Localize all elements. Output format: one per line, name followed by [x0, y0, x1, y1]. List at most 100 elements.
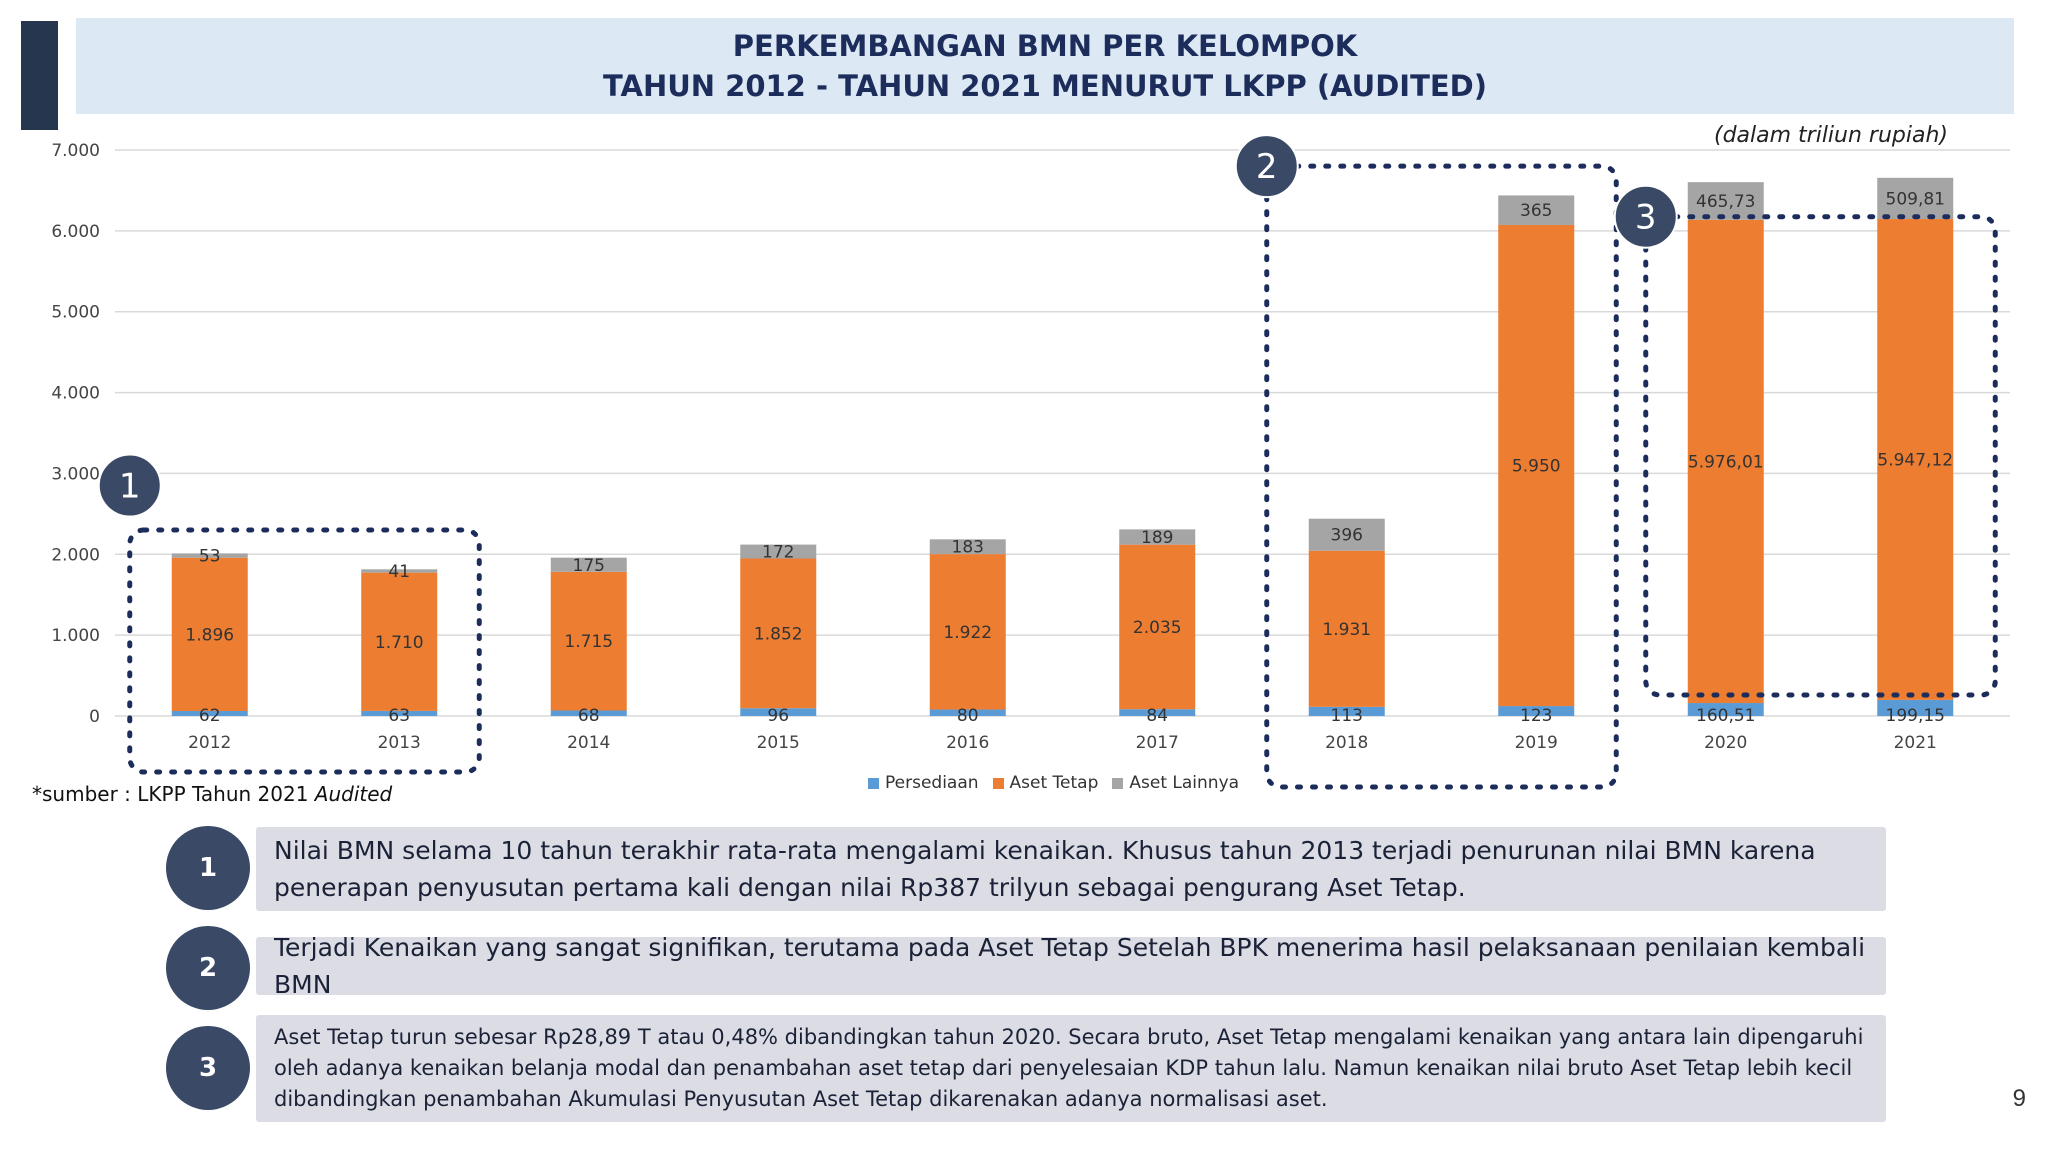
title-banner: PERKEMBANGAN BMN PER KELOMPOK TAHUN 2012…: [76, 18, 2014, 114]
annotation-number-3: 3: [1635, 198, 1657, 238]
note-2-text: Terjadi Kenaikan yang sangat signifikan,…: [256, 933, 1886, 999]
data-label-aset-tetap-2018: 1.931: [1322, 620, 1371, 640]
y-tick-label: 7.000: [51, 141, 100, 161]
bar-aset-tetap-2014: [550, 571, 627, 711]
source-note-prefix: *sumber : LKPP Tahun 2021: [32, 782, 315, 806]
data-label-aset-lainnya-2021: 509,81: [1886, 189, 1945, 209]
y-tick-label: 6.000: [51, 222, 100, 242]
chart-title-line-2: TAHUN 2012 - TAHUN 2021 MENURUT LKPP (AU…: [602, 69, 1487, 103]
bar-aset-tetap-2021: [1877, 219, 1954, 700]
data-label-persediaan-2013: 63: [388, 706, 410, 726]
x-tick-label-2013: 2013: [378, 733, 421, 753]
bar-persediaan-2013: [361, 710, 438, 716]
bar-aset-lainnya-2019: [1498, 195, 1575, 225]
legend-label-aset-tetap: Aset Tetap: [1009, 773, 1099, 793]
data-label-persediaan-2018: 113: [1331, 706, 1363, 726]
bar-aset-tetap-2013: [361, 572, 438, 711]
legend-label-persediaan: Persediaan: [885, 773, 979, 793]
legend-item-aset-tetap: Aset Tetap: [992, 773, 1099, 793]
annotation-circle-3: [1613, 184, 1678, 249]
data-label-aset-lainnya-2018: 396: [1331, 526, 1363, 546]
data-label-aset-tetap-2019: 5.950: [1512, 457, 1561, 477]
annotation-box-3: [1643, 214, 1998, 698]
y-tick-label: 0: [89, 707, 100, 727]
bar-aset-tetap-2018: [1308, 550, 1385, 707]
bar-aset-tetap-2012: [171, 557, 248, 711]
data-label-aset-lainnya-2015: 172: [762, 543, 794, 563]
legend-swatch-persediaan: [868, 777, 879, 789]
note-2-text-content: Terjadi Kenaikan yang sangat signifikan,…: [274, 933, 1866, 999]
note-3-text-content: Aset Tetap turun sebesar Rp28,89 T atau …: [274, 1025, 1864, 1111]
data-label-aset-tetap-2016: 1.922: [943, 623, 992, 643]
data-label-aset-tetap-2017: 2.035: [1133, 618, 1182, 638]
bar-aset-lainnya-2015: [740, 544, 817, 559]
note-1-text-content: Nilai BMN selama 10 tahun terakhir rata-…: [274, 836, 1816, 902]
bar-persediaan-2014: [550, 710, 627, 716]
data-label-aset-tetap-2020: 5.976,01: [1688, 452, 1764, 472]
bar-aset-tetap-2016: [929, 554, 1006, 710]
data-label-aset-tetap-2012: 1.896: [185, 625, 234, 645]
data-label-persediaan-2019: 123: [1520, 706, 1552, 726]
bar-persediaan-2017: [1119, 709, 1196, 716]
bar-aset-tetap-2017: [1119, 544, 1196, 710]
y-tick-label: 2.000: [51, 545, 100, 565]
data-label-aset-lainnya-2019: 365: [1520, 201, 1552, 221]
x-tick-label-2015: 2015: [757, 733, 800, 753]
legend-item-persediaan: Persediaan: [868, 773, 979, 793]
bar-persediaan-2018: [1308, 706, 1385, 716]
data-label-aset-lainnya-2013: 41: [388, 562, 410, 582]
bar-aset-tetap-2020: [1687, 219, 1764, 704]
data-label-aset-lainnya-2012: 53: [199, 547, 221, 567]
bar-aset-lainnya-2020: [1687, 182, 1764, 220]
legend-label-aset-lainnya: Aset Lainnya: [1129, 773, 1240, 793]
annotation-number-2: 2: [1256, 147, 1278, 187]
y-tick-label: 4.000: [51, 384, 100, 404]
bar-aset-lainnya-2021: [1877, 177, 1954, 220]
page-number: 9: [2012, 1085, 2026, 1112]
data-label-aset-lainnya-2016: 183: [952, 538, 984, 558]
bar-persediaan-2021: [1877, 699, 1954, 716]
data-label-persediaan-2016: 80: [957, 706, 979, 726]
y-tick-label: 1.000: [51, 626, 100, 646]
chart-title-line-1: PERKEMBANGAN BMN PER KELOMPOK: [732, 29, 1358, 63]
data-label-aset-tetap-2014: 1.715: [564, 632, 613, 652]
bar-aset-lainnya-2016: [929, 539, 1006, 555]
data-label-aset-tetap-2013: 1.710: [375, 633, 424, 653]
note-3-text: Aset Tetap turun sebesar Rp28,89 T atau …: [256, 1015, 1886, 1122]
data-label-persediaan-2012: 62: [199, 706, 221, 726]
unit-note: (dalam triliun rupiah): [1713, 123, 1948, 148]
y-tick-label: 3.000: [51, 464, 100, 484]
bar-persediaan-2020: [1687, 703, 1764, 716]
data-label-persediaan-2014: 68: [578, 706, 600, 726]
legend-item-aset-lainnya: Aset Lainnya: [1112, 773, 1239, 793]
chart-legend: Persediaan Aset Tetap Aset Lainnya: [868, 773, 1239, 793]
bar-persediaan-2019: [1498, 706, 1575, 716]
x-tick-label-2016: 2016: [946, 733, 989, 753]
data-label-aset-tetap-2015: 1.852: [754, 624, 803, 644]
bar-aset-lainnya-2013: [361, 569, 438, 573]
annotation-box-1: [127, 527, 482, 775]
note-1-text: Nilai BMN selama 10 tahun terakhir rata-…: [256, 827, 1886, 911]
bar-persediaan-2015: [740, 708, 817, 716]
data-label-persediaan-2021: 199,15: [1886, 706, 1945, 726]
note-1-number: 1: [166, 826, 250, 910]
source-note: *sumber : LKPP Tahun 2021 Audited: [32, 782, 392, 806]
bar-aset-lainnya-2018: [1308, 518, 1385, 551]
x-tick-label-2017: 2017: [1136, 733, 1179, 753]
accent-bar: [21, 21, 58, 130]
legend-swatch-aset-lainnya: [1112, 777, 1124, 789]
stacked-bar-chart: 0 1.000 2.000 3.000 4.000 5.000 6.000 7.000 2012…: [51, 134, 2010, 790]
bar-aset-tetap-2015: [740, 558, 817, 709]
data-label-aset-lainnya-2017: 189: [1141, 528, 1173, 548]
x-tick-label-2018: 2018: [1325, 733, 1368, 753]
note-2-number: 2: [166, 926, 250, 1010]
x-tick-label-2021: 2021: [1894, 733, 1937, 753]
bar-aset-lainnya-2014: [550, 557, 627, 572]
x-tick-label-2012: 2012: [188, 733, 231, 753]
data-label-aset-lainnya-2014: 175: [573, 556, 605, 576]
y-tick-label: 5.000: [51, 303, 100, 323]
data-label-persediaan-2015: 96: [767, 706, 789, 726]
x-tick-label-2020: 2020: [1704, 733, 1747, 753]
annotation-circle-1: [97, 453, 162, 518]
